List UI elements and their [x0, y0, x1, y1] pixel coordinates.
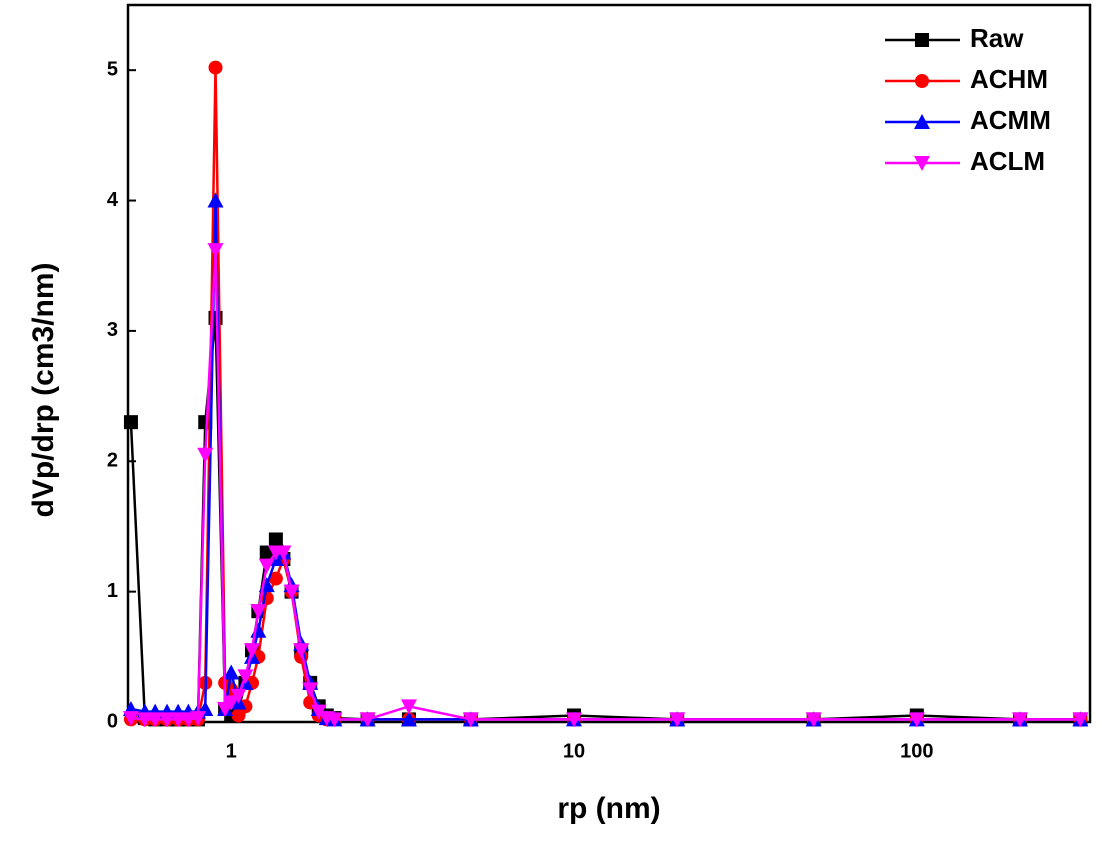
- marker: [462, 712, 479, 728]
- y-tick-label: 0: [107, 710, 118, 732]
- marker: [230, 688, 247, 704]
- marker: [915, 74, 929, 88]
- marker: [805, 712, 822, 728]
- marker: [207, 192, 224, 208]
- marker: [302, 682, 319, 698]
- marker: [326, 712, 343, 728]
- marker: [359, 712, 376, 728]
- marker: [914, 114, 930, 129]
- marker: [147, 712, 164, 728]
- marker: [197, 447, 214, 463]
- y-axis-label: dVp/drp (cm3/nm): [27, 262, 60, 517]
- y-tick-label: 5: [107, 58, 118, 80]
- marker: [189, 711, 206, 727]
- x-tick-label: 1: [226, 740, 237, 762]
- marker: [310, 704, 327, 720]
- x-tick-label: 100: [900, 740, 933, 762]
- marker: [669, 712, 686, 728]
- marker: [237, 669, 254, 685]
- marker: [136, 712, 153, 728]
- marker: [170, 712, 187, 728]
- marker: [283, 584, 300, 600]
- series-line: [130, 200, 1081, 721]
- marker: [400, 699, 417, 715]
- marker: [250, 604, 267, 620]
- series-line: [130, 250, 1081, 721]
- legend-label: ACMM: [970, 105, 1051, 135]
- y-tick-label: 2: [107, 450, 118, 472]
- series-line: [129, 317, 1081, 721]
- marker: [258, 558, 275, 574]
- marker: [180, 712, 197, 728]
- legend-label: ACLM: [970, 146, 1045, 176]
- marker: [400, 711, 417, 727]
- marker: [244, 643, 261, 659]
- marker: [123, 415, 138, 430]
- marker: [566, 712, 583, 728]
- y-tick-label: 3: [107, 319, 118, 341]
- marker: [908, 712, 925, 728]
- y-tick-label: 4: [107, 189, 119, 211]
- marker: [1012, 712, 1029, 728]
- marker: [268, 571, 283, 586]
- x-axis-label: rp (nm): [557, 792, 660, 825]
- marker: [268, 532, 283, 547]
- marker: [915, 33, 929, 47]
- marker: [1072, 712, 1089, 728]
- series-line: [130, 67, 1081, 721]
- x-tick-label: 10: [563, 740, 585, 762]
- marker: [223, 695, 240, 711]
- marker: [275, 545, 292, 561]
- y-tick-label: 1: [107, 580, 118, 602]
- plot-frame: [126, 3, 1092, 724]
- marker: [223, 664, 240, 680]
- marker: [208, 60, 223, 75]
- marker: [159, 712, 176, 728]
- marker: [122, 711, 139, 727]
- legend-label: ACHM: [970, 64, 1048, 94]
- legend-label: Raw: [970, 23, 1024, 53]
- marker: [207, 243, 224, 259]
- marker: [293, 643, 310, 659]
- marker: [914, 156, 930, 171]
